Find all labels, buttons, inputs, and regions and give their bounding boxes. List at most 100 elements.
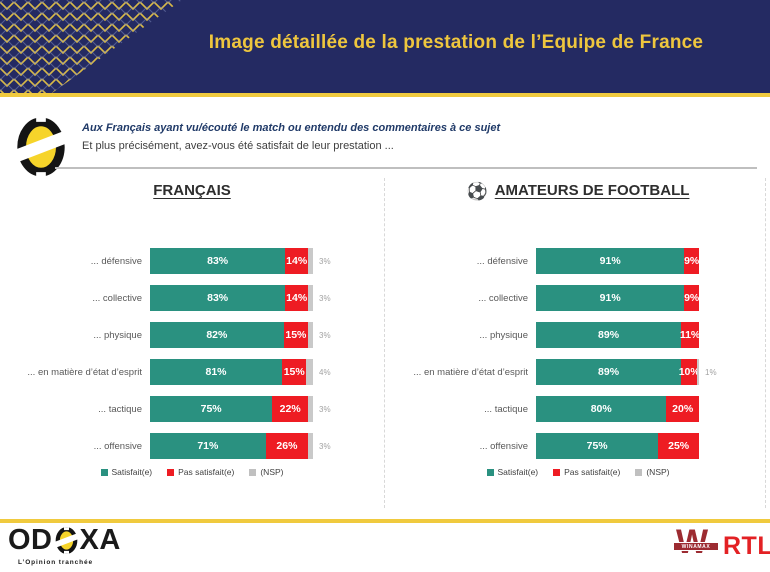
category-label: ... défensive [476,255,528,267]
category-label: ... physique [479,329,528,341]
category-label: ... en matière d’état d’esprit [413,366,528,378]
chart-row: ... défensive 83% 14% 3% [0,248,384,274]
chart-row: ... offensive 71% 26% 3% [0,433,384,459]
odoxa-o-icon [0,116,85,183]
bar-segment-satisfait: 83% [150,248,286,274]
legend-item-nsp: (NSP) [249,467,283,477]
bar-track: 81% 15% [150,359,313,385]
panel-right-edge [765,178,766,508]
chart-row: ... tactique 75% 22% 3% [0,396,384,422]
category-label: ... défensive [90,255,142,267]
soccer-ball-icon: ⚽ [466,182,488,201]
winamax-band: WINAMAX [673,542,719,551]
bar-track: 75% 25% [536,433,699,459]
bar-track: 89% 11% [536,322,700,348]
bar-track: 83% 14% [150,248,313,274]
bar-segment-nsp [308,322,313,348]
bar-segment-nsp [308,433,313,459]
chart-row: ... physique 89% 11% [386,322,770,348]
nsp-value-label: 3% [319,293,331,303]
bar-track: 89% 10% [536,359,700,385]
legend-item-pas-satisfait: Pas satisfait(e) [167,467,234,477]
bar-segment-satisfait: 80% [536,396,667,422]
legend-label: (NSP) [646,467,670,477]
odoxa-logo-o-icon [53,527,79,554]
bar-segment-satisfait: 89% [536,359,682,385]
chart-francais: ... défensive 83% 14% 3%... collective 83% 14… [0,248,384,470]
odoxa-logo-right: XA [79,524,121,556]
bar-track: 82% 15% [150,322,313,348]
panel-francais: FRANÇAIS ... défensive 83% 14% 3%... collec… [0,175,384,510]
category-label: ... tactique [98,403,142,415]
bar-segment-satisfait: 75% [536,433,659,459]
section-rule [55,167,757,169]
nsp-value-label: 3% [319,441,331,451]
bar-segment-pas-satisfait: 25% [658,433,699,459]
category-label: ... collective [92,292,142,304]
bar-segment-nsp [306,359,313,385]
chart-row: ... tactique 80% 20% [386,396,770,422]
bar-segment-satisfait: 71% [150,433,266,459]
rtl-logo: RTL [723,532,770,560]
bar-segment-pas-satisfait: 11% [680,322,700,348]
legend-item-pas-satisfait: Pas satisfait(e) [553,467,620,477]
legend-swatch-red [167,468,175,476]
category-label: ... offensive [479,440,528,452]
bar-track: 91% 9% [536,285,699,311]
bar-segment-satisfait: 91% [536,248,685,274]
bar-segment-satisfait: 81% [150,359,283,385]
bar-segment-satisfait: 82% [150,322,284,348]
bar-segment-pas-satisfait: 20% [666,396,699,422]
bar-track: 71% 26% [150,433,313,459]
legend-label: Pas satisfait(e) [564,467,621,477]
nsp-value-label: 3% [319,256,331,266]
chart-row: ... collective 83% 14% 3% [0,285,384,311]
nsp-value-label: 3% [319,404,331,414]
panel-divider [384,178,385,508]
legend-label: (NSP) [260,467,284,477]
legend-label: Pas satisfait(e) [178,467,235,477]
legend-swatch-gray [635,468,643,476]
nsp-value-label: 4% [319,367,331,377]
panel-title-amateurs: ⚽ AMATEURS DE FOOTBALL [386,182,770,202]
bar-segment-pas-satisfait: 10% [679,359,700,385]
chart-row: ... offensive 75% 25% [386,433,770,459]
bar-segment-satisfait: 83% [150,285,286,311]
bar-segment-nsp [308,285,313,311]
bar-track: 75% 22% [150,396,313,422]
odoxa-logo: OD XA [8,526,121,555]
bar-track: 83% 14% [150,285,313,311]
bar-segment-pas-satisfait: 9% [684,248,699,274]
chart-row: ... en matière d’état d’esprit 89% 10% 1% [386,359,770,385]
chart-row: ... défensive 91% 9% [386,248,770,274]
bar-segment-nsp [697,359,699,385]
winamax-label: WINAMAX [681,543,711,550]
chart-row: ... en matière d’état d’esprit 81% 15% 4% [0,359,384,385]
bar-segment-satisfait: 91% [536,285,685,311]
legend-swatch-green [100,468,108,476]
legend-swatch-green [486,468,494,476]
winamax-logo: W WINAMAX [673,524,719,565]
bar-track: 80% 20% [536,396,699,422]
chart-row: ... physique 82% 15% 3% [0,322,384,348]
legend-swatch-red [553,468,561,476]
question-text: Et plus précisément, avez-vous été satis… [82,140,394,152]
question-context: Aux Français ayant vu/écouté le match ou… [82,122,501,134]
nsp-value-label: 3% [319,330,331,340]
odoxa-logo-left: OD [8,524,53,556]
category-label: ... physique [93,329,142,341]
bar-segment-pas-satisfait: 15% [282,359,307,385]
legend-label: Satisfait(e) [111,467,153,477]
bar-segment-pas-satisfait: 14% [285,248,309,274]
bar-segment-pas-satisfait: 22% [272,396,309,422]
category-label: ... tactique [484,403,528,415]
category-label: ... en matière d’état d’esprit [27,366,142,378]
panel-title-text: AMATEURS DE FOOTBALL [494,182,690,199]
chart-row: ... collective 91% 9% [386,285,770,311]
page-title: Image détaillée de la prestation de l’Eq… [208,32,704,53]
bar-track: 91% 9% [536,248,699,274]
category-label: ... offensive [93,440,142,452]
category-label: ... collective [478,292,528,304]
footer-gold-rule [0,519,770,523]
